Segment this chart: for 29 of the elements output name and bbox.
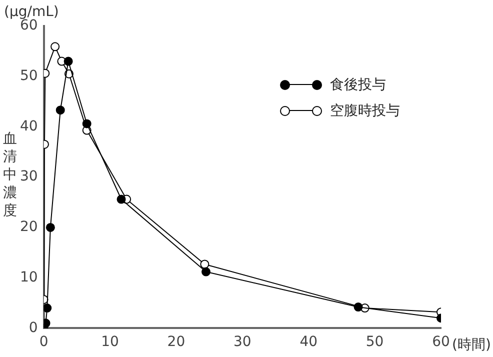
point — [50, 42, 60, 52]
text: (μg/mL) — [4, 4, 59, 20]
point — [44, 304, 52, 313]
x-tick-label: 20 — [167, 334, 186, 350]
legend-label: 空腹時投与 — [330, 102, 400, 120]
legend-label: 食後投与 — [330, 76, 386, 94]
y-axis-title: 血清中濃度 — [3, 130, 17, 220]
x-tick-label: 30 — [233, 334, 252, 350]
point — [202, 267, 210, 276]
y-tick-label: 10 — [20, 269, 38, 286]
y-tick-label: 40 — [20, 118, 38, 134]
x-tick-label: 60 — [432, 334, 450, 350]
y-tick-label: 20 — [20, 219, 38, 236]
x-axis-title: (時間) — [452, 336, 491, 354]
point — [354, 302, 363, 312]
point — [46, 222, 55, 232]
point — [56, 106, 65, 115]
x-tick-label: 40 — [300, 334, 318, 350]
point — [82, 119, 92, 128]
y-tick-label: 50 — [20, 68, 38, 84]
x-tick-label: 10 — [101, 334, 119, 350]
point — [200, 260, 210, 269]
y-tick-label: 30 — [20, 168, 38, 185]
x-tick-label: 50 — [366, 334, 384, 350]
point — [116, 194, 126, 204]
point — [64, 56, 73, 66]
y-tick-label: 60 — [20, 18, 38, 34]
y-tick-label: 0 — [28, 320, 38, 336]
x-tick-label: 0 — [39, 334, 48, 350]
